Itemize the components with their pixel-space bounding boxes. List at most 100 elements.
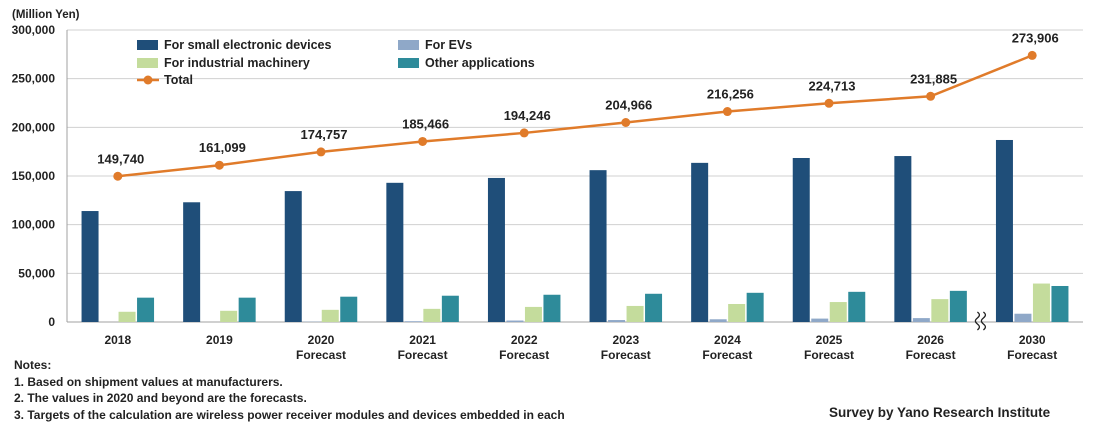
- total-data-label: 174,757: [301, 127, 348, 142]
- legend-label: Total: [164, 73, 193, 87]
- x-tick-label: 2025: [816, 333, 843, 347]
- bar-for-small-electronic-devices: [284, 191, 302, 322]
- bar-for-industrial-machinery: [220, 310, 238, 322]
- bar-for-industrial-machinery: [1032, 283, 1050, 322]
- x-tick-label: Forecast: [1007, 348, 1057, 362]
- note-3: 3. Targets of the calculation are wirele…: [14, 407, 565, 422]
- x-tick-label: Forecast: [296, 348, 346, 362]
- bar-for-evs: [912, 318, 930, 322]
- legend-swatch: [137, 40, 158, 50]
- total-data-label: 161,099: [199, 140, 246, 155]
- legend-label: For industrial machinery: [164, 56, 310, 70]
- x-tick-label: Forecast: [398, 348, 448, 362]
- total-data-label: 216,256: [707, 87, 754, 102]
- total-data-label: 273,906: [1012, 30, 1059, 45]
- bar-other-applications: [645, 293, 663, 322]
- x-tick-label: 2023: [612, 333, 639, 347]
- x-tick-label: 2030: [1019, 333, 1046, 347]
- y-tick-label: 0: [48, 315, 55, 329]
- bar-for-industrial-machinery: [626, 305, 644, 322]
- bar-for-evs: [811, 318, 829, 322]
- y-tick-label: 250,000: [12, 72, 56, 86]
- x-tick-label: 2021: [409, 333, 436, 347]
- x-tick-label: Forecast: [499, 348, 549, 362]
- bar-for-industrial-machinery: [931, 299, 949, 322]
- bar-for-industrial-machinery: [321, 309, 339, 322]
- legend-swatch: [398, 40, 419, 50]
- bar-for-industrial-machinery: [423, 308, 441, 322]
- total-marker: [926, 91, 936, 101]
- note-1: 1. Based on shipment values at manufactu…: [14, 374, 283, 389]
- bar-for-evs: [608, 320, 626, 322]
- bar-other-applications: [543, 294, 561, 322]
- total-data-label: 194,246: [504, 108, 551, 123]
- x-tick-label: Forecast: [906, 348, 956, 362]
- x-tick-label: 2018: [104, 333, 131, 347]
- x-tick-label: Forecast: [702, 348, 752, 362]
- y-tick-label: 50,000: [18, 266, 55, 280]
- y-unit-label: (Million Yen): [12, 9, 80, 21]
- bar-other-applications: [340, 296, 358, 322]
- bar-other-applications: [137, 297, 155, 322]
- legend-swatch: [137, 58, 158, 68]
- axis-break-icon: [980, 311, 987, 331]
- source-credit: Survey by Yano Research Institute: [829, 405, 1051, 420]
- bar-for-small-electronic-devices: [386, 182, 404, 322]
- bar-for-small-electronic-devices: [183, 202, 201, 322]
- total-data-label: 224,713: [809, 78, 856, 93]
- x-tick-label: 2022: [511, 333, 538, 347]
- bar-for-small-electronic-devices: [487, 177, 505, 322]
- legend-label: For EVs: [425, 38, 472, 52]
- legend-marker-swatch: [143, 75, 153, 85]
- bar-for-evs: [506, 320, 524, 322]
- bar-other-applications: [746, 292, 764, 322]
- bar-other-applications: [848, 291, 866, 322]
- total-marker: [1027, 50, 1037, 60]
- bar-for-industrial-machinery: [524, 306, 542, 322]
- x-tick-label: Forecast: [601, 348, 651, 362]
- x-tick-label: 2024: [714, 333, 741, 347]
- x-tick-label: 2026: [917, 333, 944, 347]
- bar-for-small-electronic-devices: [995, 139, 1013, 322]
- bar-other-applications: [238, 297, 256, 322]
- note-2: 2. The values in 2020 and beyond are the…: [14, 391, 307, 405]
- bar-for-small-electronic-devices: [81, 211, 99, 322]
- y-tick-label: 100,000: [12, 218, 56, 232]
- legend-label: For small electronic devices: [164, 38, 331, 52]
- x-tick-label: Forecast: [804, 348, 854, 362]
- bar-other-applications: [1051, 285, 1069, 322]
- bar-for-industrial-machinery: [728, 303, 746, 322]
- bar-for-small-electronic-devices: [792, 157, 810, 322]
- bar-for-industrial-machinery: [118, 311, 136, 322]
- bar-for-industrial-machinery: [829, 302, 847, 322]
- bar-other-applications: [949, 290, 967, 322]
- y-tick-label: 200,000: [12, 120, 56, 134]
- axis-break-icon: [974, 311, 981, 331]
- total-data-label: 149,740: [97, 151, 144, 166]
- total-marker: [621, 117, 631, 127]
- legend-label: Other applications: [425, 56, 535, 70]
- x-tick-label: 2020: [308, 333, 335, 347]
- total-marker: [418, 136, 428, 146]
- total-data-label: 231,885: [910, 71, 957, 86]
- bar-for-small-electronic-devices: [894, 156, 912, 322]
- y-tick-label: 300,000: [12, 23, 56, 37]
- bar-for-evs: [709, 319, 727, 322]
- total-marker: [316, 147, 326, 157]
- y-tick-label: 150,000: [12, 169, 56, 183]
- total-marker: [722, 107, 732, 117]
- legend-swatch: [398, 58, 419, 68]
- bar-other-applications: [441, 295, 459, 322]
- bar-for-small-electronic-devices: [589, 170, 607, 322]
- total-data-label: 204,966: [605, 97, 652, 112]
- total-marker: [824, 98, 834, 108]
- total-line: [117, 54, 1033, 178]
- x-tick-label: 2019: [206, 333, 233, 347]
- bar-for-small-electronic-devices: [691, 162, 709, 322]
- bar-for-evs: [404, 321, 422, 322]
- bar-for-evs: [1014, 313, 1032, 322]
- total-marker: [113, 171, 123, 181]
- total-data-label: 185,466: [402, 116, 449, 131]
- notes-title: Notes:: [14, 358, 52, 372]
